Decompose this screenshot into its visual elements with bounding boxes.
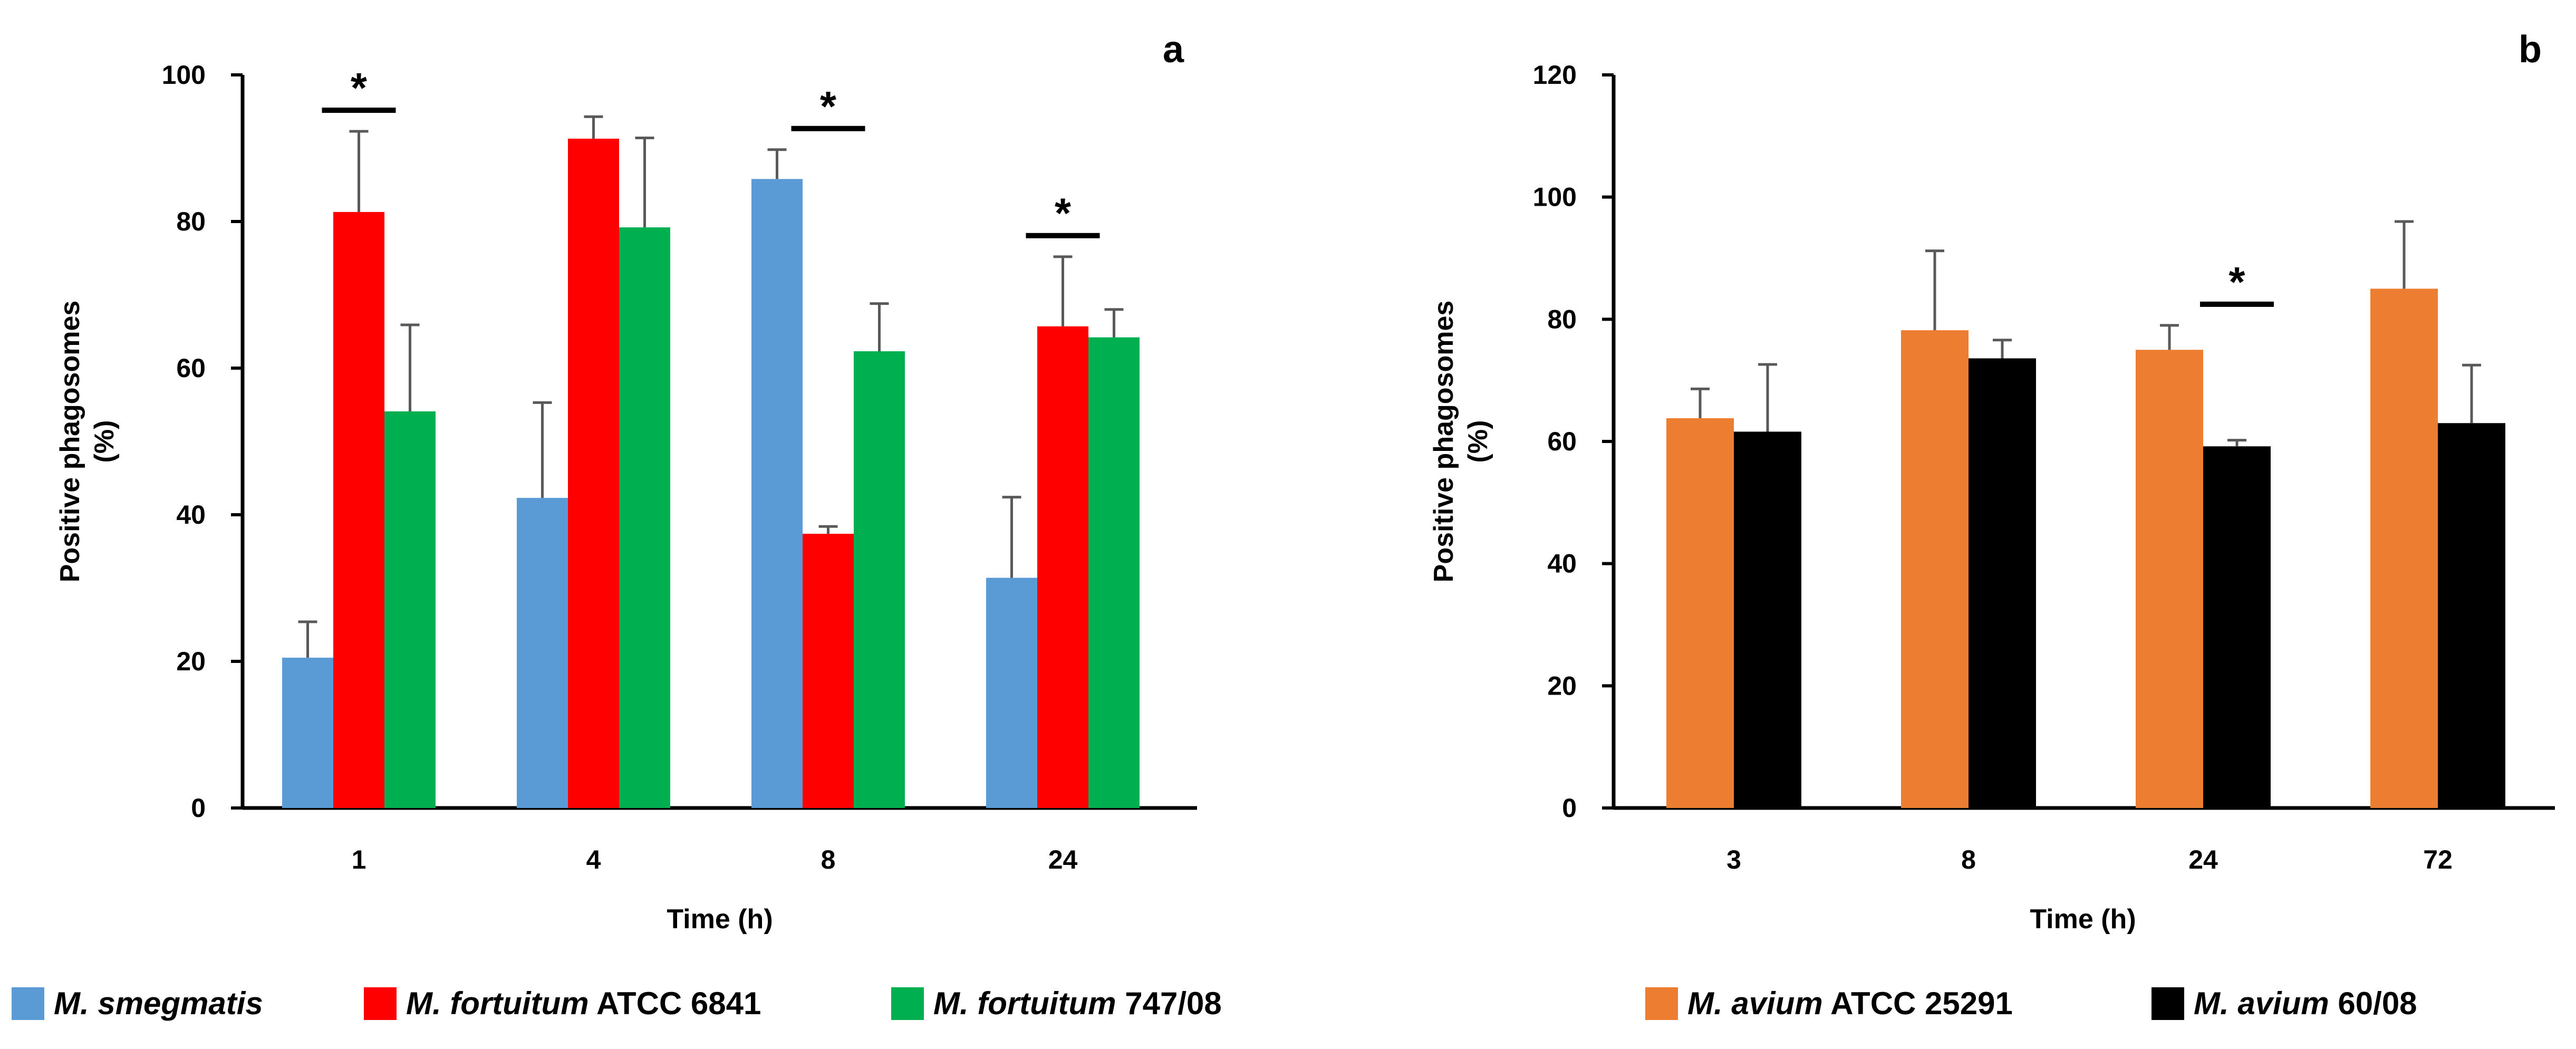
legend-item-avium-6008: M. avium 60/08 — [2152, 985, 2417, 1022]
panel-label: b — [2519, 28, 2542, 71]
bar — [751, 179, 803, 808]
legend-item-avium-atcc: M. avium ATCC 25291 — [1645, 985, 2013, 1022]
legend-item-fortuitum-atcc: M. fortuitum ATCC 6841 — [364, 985, 761, 1022]
y-tick-label: 20 — [176, 647, 206, 676]
bar — [517, 498, 568, 808]
bar — [1734, 431, 1801, 808]
bar — [1088, 337, 1140, 808]
y-tick-label: 0 — [191, 793, 206, 823]
bar — [1037, 326, 1088, 808]
significance-star: * — [1055, 190, 1072, 237]
panel-label: a — [1163, 28, 1184, 71]
legend-swatch — [1645, 987, 1678, 1020]
y-tick-label: 60 — [1547, 427, 1577, 456]
significance-star: * — [820, 83, 837, 130]
x-axis-label: Time (h) — [2030, 904, 2136, 935]
chart-panel-a: 0 20 40 60 80 100 1 4 8 24 * * * a Time (h) Positive ph… — [55, 28, 1197, 935]
bar — [803, 534, 854, 808]
y-tick-label: 20 — [1547, 671, 1577, 700]
y-tick-label: 0 — [1562, 793, 1577, 823]
legend-label-italic: M. avium — [1687, 986, 1823, 1021]
y-tick-label: 100 — [162, 60, 206, 90]
legend-swatch — [891, 987, 924, 1020]
bar — [1666, 418, 1734, 808]
chart-panel-b: 0 20 40 60 80 100 120 3 8 24 72 * b Time (h) Positive … — [1429, 28, 2555, 935]
x-tick-label: 8 — [1961, 845, 1976, 874]
y-axis-label-unit: (%) — [89, 420, 120, 463]
legend-label: 747/08 — [1116, 986, 1222, 1021]
y-axis-label: Positive phagosomes — [1429, 301, 1459, 583]
legend-item-fortuitum-747: M. fortuitum 747/08 — [891, 985, 1222, 1022]
significance-star: * — [2228, 258, 2245, 305]
bar — [1901, 330, 1969, 808]
y-tick-label: 80 — [176, 207, 206, 236]
y-tick-label: 120 — [1533, 60, 1577, 90]
x-tick-label: 3 — [1726, 845, 1741, 874]
x-axis-label: Time (h) — [667, 904, 773, 935]
bar — [2136, 350, 2203, 808]
legend-label: ATCC 25291 — [1822, 986, 2013, 1021]
y-axis-label-unit: (%) — [1463, 420, 1493, 463]
legend-label: 60/08 — [2329, 986, 2417, 1021]
x-tick-label: 72 — [2423, 845, 2453, 874]
x-tick-label: 4 — [586, 845, 601, 874]
x-tick-label: 24 — [1048, 845, 1078, 874]
bar — [986, 578, 1037, 808]
legend-swatch — [2152, 987, 2184, 1020]
y-axis-label: Positive phagosomes — [55, 301, 85, 583]
significance-star: * — [351, 64, 368, 111]
legend-label-italic: M. fortuitum — [406, 986, 589, 1021]
y-tick-label: 40 — [1547, 549, 1577, 579]
x-tick-label: 8 — [821, 845, 836, 874]
bar — [2438, 423, 2505, 808]
bar — [2203, 446, 2271, 808]
y-tick-label: 40 — [176, 500, 206, 530]
bar — [2370, 288, 2438, 808]
legend-item-smegmatis: M. smegmatis — [12, 985, 263, 1022]
legend-label-italic: M. smegmatis — [54, 986, 263, 1021]
x-tick-label: 24 — [2188, 845, 2218, 874]
y-tick-label: 100 — [1533, 182, 1577, 212]
bar — [384, 411, 436, 808]
bar — [854, 351, 905, 808]
legend-swatch — [12, 987, 44, 1020]
bar — [619, 227, 670, 808]
y-tick-label: 80 — [1547, 304, 1577, 334]
y-tick-label: 60 — [176, 353, 206, 383]
bar — [333, 211, 384, 809]
bar — [282, 658, 333, 808]
bar — [568, 138, 619, 809]
x-tick-label: 1 — [352, 845, 366, 874]
legend-label-italic: M. fortuitum — [933, 986, 1116, 1021]
bar — [1969, 358, 2036, 808]
legend-label: ATCC 6841 — [588, 986, 761, 1021]
legend-label-italic: M. avium — [2194, 986, 2329, 1021]
legend-swatch — [364, 987, 397, 1020]
